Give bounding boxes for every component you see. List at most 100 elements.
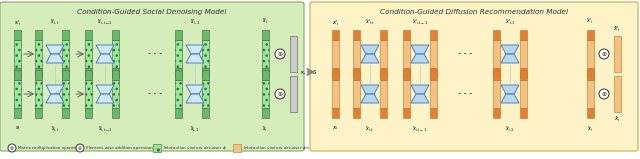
- FancyBboxPatch shape: [353, 108, 360, 118]
- Text: Matrix multiplication operation: Matrix multiplication operation: [18, 146, 81, 150]
- FancyBboxPatch shape: [493, 80, 500, 108]
- FancyBboxPatch shape: [111, 68, 118, 78]
- FancyBboxPatch shape: [14, 70, 21, 80]
- FancyBboxPatch shape: [403, 108, 410, 118]
- FancyBboxPatch shape: [353, 80, 360, 108]
- Polygon shape: [501, 85, 519, 94]
- FancyBboxPatch shape: [614, 36, 621, 72]
- Polygon shape: [96, 85, 114, 94]
- FancyBboxPatch shape: [493, 68, 500, 78]
- Polygon shape: [186, 45, 204, 54]
- Polygon shape: [411, 85, 429, 94]
- FancyBboxPatch shape: [14, 108, 21, 118]
- FancyBboxPatch shape: [202, 68, 209, 78]
- Circle shape: [8, 144, 16, 152]
- FancyBboxPatch shape: [262, 40, 269, 68]
- Polygon shape: [46, 85, 64, 94]
- FancyBboxPatch shape: [35, 30, 42, 40]
- FancyBboxPatch shape: [202, 70, 209, 80]
- FancyBboxPatch shape: [14, 30, 21, 40]
- FancyBboxPatch shape: [290, 36, 297, 72]
- FancyBboxPatch shape: [403, 40, 410, 68]
- FancyBboxPatch shape: [587, 108, 594, 118]
- Polygon shape: [501, 54, 519, 63]
- Text: $\hat{s}_{i,t}$: $\hat{s}_{i,t}$: [51, 124, 60, 133]
- FancyBboxPatch shape: [520, 108, 527, 118]
- FancyBboxPatch shape: [380, 68, 387, 78]
- FancyBboxPatch shape: [587, 70, 594, 80]
- Polygon shape: [361, 45, 379, 54]
- Polygon shape: [506, 93, 514, 94]
- FancyBboxPatch shape: [84, 40, 92, 68]
- Polygon shape: [186, 85, 204, 94]
- Text: $\hat{x}'_{i,t-1}$: $\hat{x}'_{i,t-1}$: [412, 17, 428, 26]
- FancyBboxPatch shape: [587, 68, 594, 78]
- FancyBboxPatch shape: [332, 40, 339, 68]
- Text: $\hat{s}_i$: $\hat{s}_i$: [262, 124, 268, 134]
- Text: $\oplus$: $\oplus$: [601, 50, 607, 58]
- Polygon shape: [96, 45, 114, 54]
- FancyBboxPatch shape: [35, 108, 42, 118]
- Circle shape: [76, 144, 84, 152]
- FancyBboxPatch shape: [35, 80, 42, 108]
- FancyBboxPatch shape: [353, 70, 360, 80]
- FancyBboxPatch shape: [84, 70, 92, 80]
- Text: - - -: - - -: [458, 90, 472, 98]
- FancyBboxPatch shape: [332, 108, 339, 118]
- Text: Element-wise addition operation: Element-wise addition operation: [86, 146, 153, 150]
- Text: $\hat{x}'_{i,t}$: $\hat{x}'_{i,t}$: [365, 17, 375, 26]
- FancyBboxPatch shape: [290, 76, 297, 112]
- FancyBboxPatch shape: [84, 68, 92, 78]
- FancyBboxPatch shape: [202, 108, 209, 118]
- FancyBboxPatch shape: [202, 40, 209, 68]
- Text: $\oplus$: $\oplus$: [276, 50, 284, 58]
- FancyBboxPatch shape: [430, 40, 437, 68]
- FancyBboxPatch shape: [61, 70, 68, 80]
- FancyBboxPatch shape: [111, 80, 118, 108]
- Text: $\hat{s}_{i,t-1}$: $\hat{s}_{i,t-1}$: [98, 124, 113, 133]
- FancyBboxPatch shape: [493, 70, 500, 80]
- FancyBboxPatch shape: [61, 80, 68, 108]
- Text: $\oplus$: $\oplus$: [276, 90, 284, 98]
- Text: $\oplus$: $\oplus$: [77, 144, 83, 152]
- Polygon shape: [46, 54, 64, 63]
- Polygon shape: [186, 54, 204, 63]
- Text: $\otimes$: $\otimes$: [9, 144, 15, 152]
- Polygon shape: [411, 54, 429, 63]
- FancyBboxPatch shape: [380, 80, 387, 108]
- FancyBboxPatch shape: [61, 30, 68, 40]
- FancyBboxPatch shape: [175, 108, 182, 118]
- FancyBboxPatch shape: [111, 40, 118, 68]
- FancyBboxPatch shape: [61, 68, 68, 78]
- FancyBboxPatch shape: [153, 144, 161, 152]
- Text: $x_i$: $x_i$: [332, 124, 339, 132]
- Text: $\oplus$: $\oplus$: [601, 90, 607, 98]
- FancyBboxPatch shape: [35, 70, 42, 80]
- FancyBboxPatch shape: [175, 80, 182, 108]
- Polygon shape: [501, 94, 519, 103]
- FancyBboxPatch shape: [430, 80, 437, 108]
- Polygon shape: [411, 94, 429, 103]
- Circle shape: [275, 49, 285, 59]
- FancyBboxPatch shape: [332, 70, 339, 80]
- FancyBboxPatch shape: [84, 108, 92, 118]
- Polygon shape: [46, 94, 64, 103]
- FancyBboxPatch shape: [403, 80, 410, 108]
- FancyBboxPatch shape: [587, 80, 594, 108]
- Polygon shape: [361, 54, 379, 63]
- Text: - - -: - - -: [458, 49, 472, 59]
- Text: $\hat{s}'_{i,t-1}$: $\hat{s}'_{i,t-1}$: [97, 17, 113, 26]
- FancyBboxPatch shape: [380, 70, 387, 80]
- Text: $\hat{x}'_i$: $\hat{x}'_i$: [613, 24, 621, 34]
- FancyBboxPatch shape: [233, 144, 241, 152]
- FancyBboxPatch shape: [262, 108, 269, 118]
- Text: $\hat{s}'_{i,t}$: $\hat{s}'_{i,t}$: [50, 17, 60, 26]
- FancyBboxPatch shape: [35, 68, 42, 78]
- FancyBboxPatch shape: [493, 30, 500, 40]
- FancyBboxPatch shape: [14, 68, 21, 78]
- FancyBboxPatch shape: [111, 30, 118, 40]
- FancyBboxPatch shape: [61, 108, 68, 118]
- FancyBboxPatch shape: [0, 2, 304, 151]
- Polygon shape: [501, 45, 519, 54]
- Polygon shape: [191, 93, 199, 94]
